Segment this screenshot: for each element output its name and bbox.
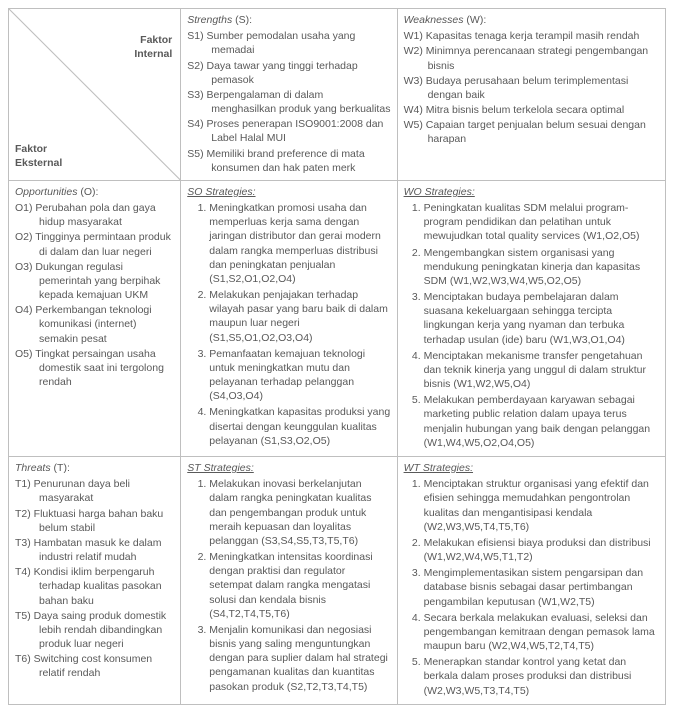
wo-title: WO Strategies: bbox=[404, 185, 659, 199]
list-item: Secara berkala melakukan evaluasi, selek… bbox=[424, 611, 659, 654]
opportunities-code: (O): bbox=[80, 186, 98, 198]
wt-title: WT Strategies: bbox=[404, 461, 659, 475]
list-item: W3) Budaya perusahaan belum terimplement… bbox=[404, 74, 659, 102]
list-item: O1) Perubahan pola dan gaya hidup masyar… bbox=[15, 201, 174, 229]
list-item: Menciptakan budaya pembelajaran dalam su… bbox=[424, 290, 659, 347]
list-item: T1) Penurunan daya beli masyarakat bbox=[15, 477, 174, 505]
list-item: W1) Kapasitas tenaga kerja terampil masi… bbox=[404, 29, 659, 43]
list-item: Mengimplementasikan sistem pengarsipan d… bbox=[424, 566, 659, 609]
list-item: O2) Tingginya permintaan produk di dalam… bbox=[15, 230, 174, 258]
list-item: O3) Dukungan regulasi pemerintah yang be… bbox=[15, 260, 174, 303]
strengths-title: Strengths bbox=[187, 14, 232, 26]
threats-title: Threats bbox=[15, 462, 51, 474]
list-item: Melakukan pemberdayaan karyawan sebagai … bbox=[424, 393, 659, 450]
st-title: ST Strategies: bbox=[187, 461, 390, 475]
weaknesses-code: (W): bbox=[466, 14, 486, 26]
list-item: Melakukan inovasi berkelanjutan dalam ra… bbox=[209, 477, 390, 548]
list-item: T4) Kondisi iklim berpengaruh terhadap k… bbox=[15, 565, 174, 608]
list-item: O4) Perkembangan teknologi komunikasi (i… bbox=[15, 303, 174, 346]
list-item: Pemanfaatan kemajuan teknologi untuk men… bbox=[209, 347, 390, 404]
list-item: S2) Daya tawar yang tinggi terhadap pema… bbox=[187, 59, 390, 87]
weaknesses-cell: Weaknesses (W): W1) Kapasitas tenaga ker… bbox=[397, 9, 665, 181]
threats-code: (T): bbox=[54, 462, 70, 474]
opportunities-title: Opportunities bbox=[15, 186, 77, 198]
header-diagonal-cell: Faktor Internal Faktor Eksternal bbox=[9, 9, 181, 181]
so-title: SO Strategies: bbox=[187, 185, 390, 199]
st-strategies-cell: ST Strategies: Melakukan inovasi berkela… bbox=[181, 456, 397, 704]
list-item: Menciptakan mekanisme transfer pengetahu… bbox=[424, 349, 659, 392]
list-item: Meningkatkan promosi usaha dan memperlua… bbox=[209, 201, 390, 286]
list-item: Meningkatkan kapasitas produksi yang dis… bbox=[209, 405, 390, 448]
list-item: W4) Mitra bisnis belum terkelola secara … bbox=[404, 103, 659, 117]
list-item: Melakukan penjajakan terhadap wilayah pa… bbox=[209, 288, 390, 345]
list-item: S4) Proses penerapan ISO9001:2008 dan La… bbox=[187, 117, 390, 145]
list-item: S3) Berpengalaman di dalam menghasilkan … bbox=[187, 88, 390, 116]
wo-strategies-cell: WO Strategies: Peningkatan kualitas SDM … bbox=[397, 180, 665, 456]
so-strategies-cell: SO Strategies: Meningkatkan promosi usah… bbox=[181, 180, 397, 456]
list-item: W5) Capaian target penjualan belum sesua… bbox=[404, 118, 659, 146]
list-item: S1) Sumber pemodalan usaha yang memadai bbox=[187, 29, 390, 57]
weaknesses-title: Weaknesses bbox=[404, 14, 464, 26]
list-item: T3) Hambatan masuk ke dalam industri rel… bbox=[15, 536, 174, 564]
list-item: T2) Fluktuasi harga bahan baku belum sta… bbox=[15, 507, 174, 535]
strengths-cell: Strengths (S): S1) Sumber pemodalan usah… bbox=[181, 9, 397, 181]
swot-matrix-table: Faktor Internal Faktor Eksternal Strengt… bbox=[8, 8, 666, 705]
wt-strategies-cell: WT Strategies: Menciptakan struktur orga… bbox=[397, 456, 665, 704]
list-item: Melakukan efisiensi biaya produksi dan d… bbox=[424, 536, 659, 564]
list-item: W2) Minimnya perencanaan strategi pengem… bbox=[404, 44, 659, 72]
list-item: T6) Switching cost konsumen relatif rend… bbox=[15, 652, 174, 680]
opportunities-cell: Opportunities (O): O1) Perubahan pola da… bbox=[9, 180, 181, 456]
list-item: T5) Daya saing produk domestik lebih ren… bbox=[15, 609, 174, 652]
strengths-code: (S): bbox=[235, 14, 252, 26]
list-item: S5) Memiliki brand preference di mata ko… bbox=[187, 147, 390, 175]
threats-cell: Threats (T): T1) Penurunan daya beli mas… bbox=[9, 456, 181, 704]
list-item: Menciptakan struktur organisasi yang efe… bbox=[424, 477, 659, 534]
list-item: Mengembangkan sistem organisasi yang men… bbox=[424, 246, 659, 289]
list-item: Menerapkan standar kontrol yang ketat da… bbox=[424, 655, 659, 698]
list-item: Peningkatan kualitas SDM melalui program… bbox=[424, 201, 659, 244]
list-item: Meningkatkan intensitas koordinasi denga… bbox=[209, 550, 390, 621]
external-factor-label: Faktor Eksternal bbox=[15, 142, 62, 170]
internal-factor-label: Faktor Internal bbox=[134, 33, 172, 61]
list-item: Menjalin komunikasi dan negosiasi bisnis… bbox=[209, 623, 390, 694]
list-item: O5) Tingkat persaingan usaha domestik sa… bbox=[15, 347, 174, 390]
